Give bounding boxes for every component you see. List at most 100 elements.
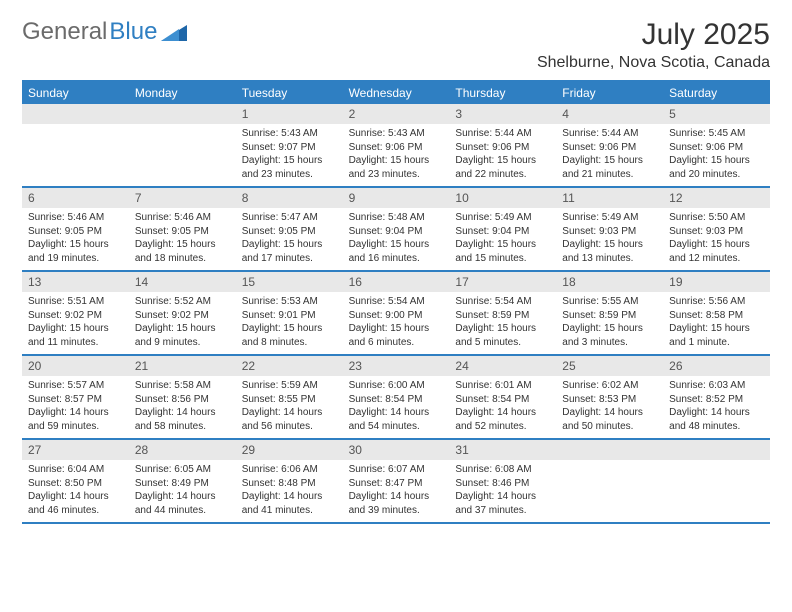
day-number: 23 [343, 356, 450, 376]
day-cell: 10Sunrise: 5:49 AMSunset: 9:04 PMDayligh… [449, 188, 556, 270]
sunrise-text: Sunrise: 5:53 AM [242, 295, 337, 309]
sunset-text: Sunset: 8:53 PM [562, 393, 657, 407]
sunset-text: Sunset: 8:59 PM [455, 309, 550, 323]
day-number: 19 [663, 272, 770, 292]
daylight-text: Daylight: 14 hours and 48 minutes. [669, 406, 764, 433]
dow-cell: Thursday [449, 82, 556, 104]
sunset-text: Sunset: 9:02 PM [28, 309, 123, 323]
day-body: Sunrise: 5:43 AMSunset: 9:06 PMDaylight:… [343, 124, 450, 184]
sunset-text: Sunset: 8:54 PM [349, 393, 444, 407]
sunset-text: Sunset: 8:48 PM [242, 477, 337, 491]
sunset-text: Sunset: 8:55 PM [242, 393, 337, 407]
daylight-text: Daylight: 14 hours and 44 minutes. [135, 490, 230, 517]
day-cell: 6Sunrise: 5:46 AMSunset: 9:05 PMDaylight… [22, 188, 129, 270]
sunrise-text: Sunrise: 6:01 AM [455, 379, 550, 393]
sunset-text: Sunset: 9:06 PM [562, 141, 657, 155]
day-number: 16 [343, 272, 450, 292]
day-cell: 25Sunrise: 6:02 AMSunset: 8:53 PMDayligh… [556, 356, 663, 438]
sunrise-text: Sunrise: 6:03 AM [669, 379, 764, 393]
day-cell: 27Sunrise: 6:04 AMSunset: 8:50 PMDayligh… [22, 440, 129, 522]
daylight-text: Daylight: 15 hours and 21 minutes. [562, 154, 657, 181]
day-cell: 29Sunrise: 6:06 AMSunset: 8:48 PMDayligh… [236, 440, 343, 522]
day-body [129, 124, 236, 140]
sunset-text: Sunset: 9:03 PM [562, 225, 657, 239]
day-number: 9 [343, 188, 450, 208]
day-number: 5 [663, 104, 770, 124]
sunrise-text: Sunrise: 5:50 AM [669, 211, 764, 225]
title-block: July 2025 Shelburne, Nova Scotia, Canada [537, 18, 770, 72]
day-cell: 4Sunrise: 5:44 AMSunset: 9:06 PMDaylight… [556, 104, 663, 186]
day-cell: 24Sunrise: 6:01 AMSunset: 8:54 PMDayligh… [449, 356, 556, 438]
sunrise-text: Sunrise: 5:43 AM [349, 127, 444, 141]
day-body: Sunrise: 5:54 AMSunset: 9:00 PMDaylight:… [343, 292, 450, 352]
sunset-text: Sunset: 8:59 PM [562, 309, 657, 323]
calendar: SundayMondayTuesdayWednesdayThursdayFrid… [22, 80, 770, 524]
dow-cell: Friday [556, 82, 663, 104]
sunrise-text: Sunrise: 6:06 AM [242, 463, 337, 477]
daylight-text: Daylight: 15 hours and 20 minutes. [669, 154, 764, 181]
day-body: Sunrise: 5:55 AMSunset: 8:59 PMDaylight:… [556, 292, 663, 352]
day-cell: 7Sunrise: 5:46 AMSunset: 9:05 PMDaylight… [129, 188, 236, 270]
sunrise-text: Sunrise: 5:58 AM [135, 379, 230, 393]
daylight-text: Daylight: 15 hours and 23 minutes. [242, 154, 337, 181]
daylight-text: Daylight: 15 hours and 18 minutes. [135, 238, 230, 265]
day-number [556, 440, 663, 460]
brand-part1: General [22, 18, 107, 46]
day-body: Sunrise: 6:08 AMSunset: 8:46 PMDaylight:… [449, 460, 556, 520]
day-number: 30 [343, 440, 450, 460]
day-number: 12 [663, 188, 770, 208]
brand-logo: General Blue [22, 18, 187, 46]
day-cell: 31Sunrise: 6:08 AMSunset: 8:46 PMDayligh… [449, 440, 556, 522]
day-body: Sunrise: 5:58 AMSunset: 8:56 PMDaylight:… [129, 376, 236, 436]
day-body: Sunrise: 6:04 AMSunset: 8:50 PMDaylight:… [22, 460, 129, 520]
day-cell: 3Sunrise: 5:44 AMSunset: 9:06 PMDaylight… [449, 104, 556, 186]
day-cell: 16Sunrise: 5:54 AMSunset: 9:00 PMDayligh… [343, 272, 450, 354]
sunset-text: Sunset: 8:58 PM [669, 309, 764, 323]
day-body: Sunrise: 5:53 AMSunset: 9:01 PMDaylight:… [236, 292, 343, 352]
day-number: 13 [22, 272, 129, 292]
day-body: Sunrise: 6:02 AMSunset: 8:53 PMDaylight:… [556, 376, 663, 436]
day-cell: 28Sunrise: 6:05 AMSunset: 8:49 PMDayligh… [129, 440, 236, 522]
day-body: Sunrise: 5:43 AMSunset: 9:07 PMDaylight:… [236, 124, 343, 184]
sunrise-text: Sunrise: 5:52 AM [135, 295, 230, 309]
day-cell [22, 104, 129, 186]
sunset-text: Sunset: 9:04 PM [349, 225, 444, 239]
day-body [663, 460, 770, 476]
sunrise-text: Sunrise: 5:46 AM [135, 211, 230, 225]
daylight-text: Daylight: 15 hours and 13 minutes. [562, 238, 657, 265]
sunset-text: Sunset: 9:07 PM [242, 141, 337, 155]
day-number: 31 [449, 440, 556, 460]
week-row: 27Sunrise: 6:04 AMSunset: 8:50 PMDayligh… [22, 440, 770, 524]
day-number [663, 440, 770, 460]
day-number: 25 [556, 356, 663, 376]
daylight-text: Daylight: 15 hours and 17 minutes. [242, 238, 337, 265]
dow-cell: Tuesday [236, 82, 343, 104]
sunset-text: Sunset: 9:03 PM [669, 225, 764, 239]
sunrise-text: Sunrise: 6:07 AM [349, 463, 444, 477]
header: General Blue July 2025 Shelburne, Nova S… [22, 18, 770, 72]
day-body: Sunrise: 5:54 AMSunset: 8:59 PMDaylight:… [449, 292, 556, 352]
sunrise-text: Sunrise: 5:54 AM [455, 295, 550, 309]
day-number: 20 [22, 356, 129, 376]
sunrise-text: Sunrise: 5:43 AM [242, 127, 337, 141]
dow-row: SundayMondayTuesdayWednesdayThursdayFrid… [22, 82, 770, 104]
day-cell: 12 Sunrise: 5:50 AMSunset: 9:03 PMDayligh… [663, 188, 770, 270]
dow-cell: Wednesday [343, 82, 450, 104]
sunrise-text: Sunrise: 5:47 AM [242, 211, 337, 225]
sunrise-text: Sunrise: 6:04 AM [28, 463, 123, 477]
week-row: 20Sunrise: 5:57 AMSunset: 8:57 PMDayligh… [22, 356, 770, 440]
day-number: 8 [236, 188, 343, 208]
brand-triangle-icon [161, 23, 187, 41]
day-number: 14 [129, 272, 236, 292]
day-body: Sunrise: 5:52 AMSunset: 9:02 PMDaylight:… [129, 292, 236, 352]
sunrise-text: Sunrise: 5:56 AM [669, 295, 764, 309]
day-number: 26 [663, 356, 770, 376]
sunrise-text: Sunrise: 5:48 AM [349, 211, 444, 225]
dow-cell: Saturday [663, 82, 770, 104]
day-cell: 1Sunrise: 5:43 AMSunset: 9:07 PMDaylight… [236, 104, 343, 186]
daylight-text: Daylight: 15 hours and 12 minutes. [669, 238, 764, 265]
day-cell: 20Sunrise: 5:57 AMSunset: 8:57 PMDayligh… [22, 356, 129, 438]
daylight-text: Daylight: 15 hours and 19 minutes. [28, 238, 123, 265]
dow-cell: Sunday [22, 82, 129, 104]
day-number: 27 [22, 440, 129, 460]
